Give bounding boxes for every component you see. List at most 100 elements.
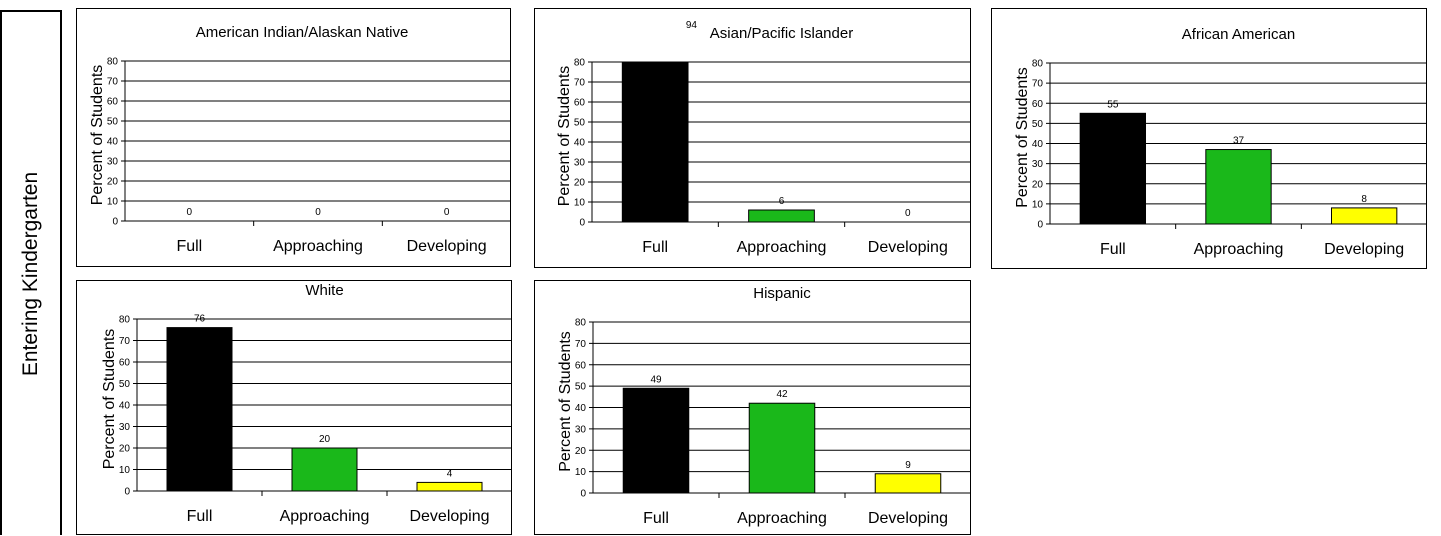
y-tick-label: 40 (575, 403, 587, 414)
x-category-label: Full (176, 238, 202, 255)
y-tick-label: 60 (119, 358, 131, 369)
y-axis-label: Percent of Students (557, 331, 574, 472)
x-category-label: Full (643, 510, 669, 527)
y-tick-label: 60 (107, 97, 119, 108)
chart-title: Hispanic (753, 285, 811, 302)
y-tick-label: 40 (1032, 139, 1044, 150)
bar-full (622, 387, 690, 494)
data-label: 0 (315, 207, 321, 218)
chart-african-american: African American 0 10 20 30 40 50 60 70 80 Percent… (991, 8, 1427, 269)
y-axis-label: Percent of Students (89, 65, 106, 206)
x-category-label: Full (187, 508, 213, 525)
x-category-label: Full (642, 239, 668, 256)
y-tick-label: 40 (574, 138, 586, 149)
data-label: 76 (194, 314, 206, 325)
chart-title: African American (1182, 26, 1295, 43)
y-tick-label: 50 (574, 118, 586, 129)
chart-hispanic: Hispanic 0 10 20 30 40 50 60 70 80 Percent of Stud… (534, 280, 971, 535)
y-axis-label: Percent of Students (1014, 67, 1031, 208)
title-note: 94 (686, 20, 698, 31)
data-label: 37 (1233, 136, 1245, 147)
y-tick-label: 20 (575, 446, 587, 457)
data-label: 9 (905, 460, 911, 471)
data-label: 42 (776, 389, 788, 400)
data-label: 4 (447, 468, 453, 479)
y-tick-label: 10 (575, 467, 587, 478)
y-tick-label: 60 (575, 360, 587, 371)
y-tick-label: 10 (1032, 199, 1044, 210)
y-tick-label: 20 (119, 444, 131, 455)
side-label: Entering Kindergarten (0, 10, 62, 535)
y-tick-label: 40 (119, 401, 131, 412)
y-tick-label: 30 (1032, 159, 1044, 170)
chart-asian-pacific-islander: Asian/Pacific Islander 94 0 10 20 30 40 50 60 70 8… (534, 8, 971, 268)
y-tick-label: 70 (574, 78, 586, 89)
y-tick-label: 80 (107, 57, 119, 68)
bar-full (166, 327, 233, 492)
x-category-label: Approaching (280, 508, 370, 525)
bar-full (1079, 112, 1147, 225)
chart-american-indian: American Indian/Alaskan Native 0 10 20 30 40 5… (76, 8, 511, 267)
y-tick-label: 70 (1032, 79, 1044, 90)
x-category-label: Developing (407, 238, 487, 255)
y-tick-label: 0 (580, 489, 586, 500)
y-tick-label: 60 (574, 98, 586, 109)
data-label: 0 (444, 207, 450, 218)
chart-title: White (305, 282, 343, 299)
chart-title: Asian/Pacific Islander (710, 25, 853, 42)
side-label-text: Entering Kindergarten (19, 171, 42, 376)
data-label: 8 (1361, 194, 1367, 205)
x-category-label: Full (1100, 241, 1126, 258)
bar-approaching (748, 402, 816, 494)
data-label: 0 (905, 208, 911, 219)
x-category-label: Developing (868, 239, 948, 256)
bar-developing (1330, 207, 1398, 225)
x-category-label: Approaching (1194, 241, 1284, 258)
y-tick-label: 20 (574, 178, 586, 189)
chart-svg: American Indian/Alaskan Native 0 10 20 30 40 5… (89, 24, 511, 255)
y-axis-label: Percent of Students (556, 66, 573, 207)
y-tick-label: 10 (107, 197, 119, 208)
y-tick-label: 10 (574, 198, 586, 209)
y-tick-label: 40 (107, 137, 119, 148)
x-category-label: Approaching (737, 239, 827, 256)
y-tick-label: 50 (1032, 119, 1044, 130)
y-axis-label: Percent of Students (101, 329, 118, 470)
y-tick-label: 20 (1032, 179, 1044, 190)
y-tick-label: 0 (124, 487, 130, 498)
y-tick-label: 50 (119, 379, 131, 390)
y-tick-label: 10 (119, 465, 131, 476)
y-tick-label: 30 (119, 422, 131, 433)
y-tick-label: 30 (575, 424, 587, 435)
y-tick-label: 50 (575, 382, 587, 393)
y-tick-label: 80 (575, 318, 587, 329)
chart-title: American Indian/Alaskan Native (196, 24, 409, 41)
y-tick-label: 60 (1032, 99, 1044, 110)
bar-full (621, 61, 689, 223)
y-tick-label: 20 (107, 177, 119, 188)
y-tick-label: 0 (579, 218, 585, 229)
x-category-label: Developing (1324, 241, 1404, 258)
chart-svg: African American 0 10 20 30 40 50 60 70 80Percent… (1014, 26, 1427, 258)
x-category-label: Approaching (737, 510, 827, 527)
chart-white: White 0 10 20 30 40 50 60 70 80 Percent of Student… (76, 280, 512, 535)
data-label: 6 (779, 196, 785, 207)
y-tick-label: 50 (107, 117, 119, 128)
data-label: 0 (187, 207, 193, 218)
y-tick-label: 30 (574, 158, 586, 169)
y-tick-label: 70 (575, 339, 587, 350)
y-tick-label: 80 (119, 315, 131, 326)
y-tick-label: 80 (574, 58, 586, 69)
bar-approaching (291, 447, 358, 492)
bar-developing (874, 473, 942, 494)
y-tick-label: 80 (1032, 59, 1044, 70)
data-label: 55 (1107, 99, 1119, 110)
y-tick-label: 70 (107, 77, 119, 88)
x-category-label: Developing (868, 510, 948, 527)
x-category-label: Developing (409, 508, 489, 525)
data-label: 49 (650, 374, 662, 385)
y-tick-label: 70 (119, 336, 131, 347)
bar-approaching (1205, 149, 1272, 225)
